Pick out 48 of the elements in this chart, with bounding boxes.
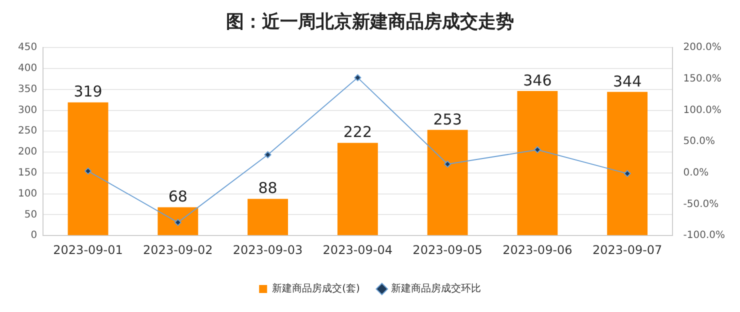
point xyxy=(354,74,362,82)
x-tick-label: 2023-09-04 xyxy=(322,242,393,257)
x-tick-label: 2023-09-01 xyxy=(53,242,123,257)
y-tick-label: 450 xyxy=(18,42,38,54)
chart-title: 图：近一周北京新建商品房成交走势 xyxy=(226,11,514,32)
y-tick-label: 300 xyxy=(18,104,38,116)
point xyxy=(624,170,631,178)
bar xyxy=(158,207,198,236)
point xyxy=(174,218,182,226)
y2-tick-label: 100.0% xyxy=(683,104,722,116)
legend-label: 新建商品房成交(套) xyxy=(272,282,360,295)
point xyxy=(264,151,272,158)
y-tick-label: 50 xyxy=(24,209,38,220)
x-tick-label: 2023-09-05 xyxy=(412,242,482,257)
y2-tick-label: 150.0% xyxy=(683,74,722,85)
y2-tick-label: 0.0% xyxy=(683,168,709,179)
point xyxy=(534,146,541,154)
data-label: 344 xyxy=(613,72,642,90)
x-tick-label: 2023-09-02 xyxy=(143,242,213,257)
point xyxy=(444,160,452,168)
y2-tick-label: 50.0% xyxy=(683,136,716,148)
x-tick-label: 2023-09-06 xyxy=(502,242,572,257)
data-label: 88 xyxy=(258,179,278,198)
data-label: 68 xyxy=(168,188,188,206)
y-tick-label: 100 xyxy=(18,188,38,200)
data-label: 319 xyxy=(74,82,102,101)
data-label: 222 xyxy=(343,123,372,142)
x-tick-label: 2023-09-03 xyxy=(232,242,303,257)
bar xyxy=(607,92,648,236)
y-tick-label: 350 xyxy=(18,84,38,95)
y-tick-label: 0 xyxy=(30,230,38,242)
data-label: 253 xyxy=(433,110,462,128)
y-tick-label: 400 xyxy=(18,63,38,74)
y-tick-label: 150 xyxy=(18,168,38,179)
legend-label: 新建商品房成交环比 xyxy=(390,282,481,295)
x-tick-label: 2023-09-07 xyxy=(592,242,662,257)
bar xyxy=(248,198,288,236)
bar xyxy=(517,91,558,236)
data-label: 346 xyxy=(523,71,552,90)
y2-tick-label: -100.0% xyxy=(683,230,726,242)
y2-tick-label: -50.0% xyxy=(683,198,719,210)
bar xyxy=(337,142,378,236)
y2-tick-label: 200.0% xyxy=(683,42,722,54)
bar xyxy=(427,130,468,236)
point xyxy=(84,168,92,175)
y-tick-label: 250 xyxy=(18,126,38,137)
y-tick-label: 200 xyxy=(18,146,38,158)
bar xyxy=(68,102,108,236)
